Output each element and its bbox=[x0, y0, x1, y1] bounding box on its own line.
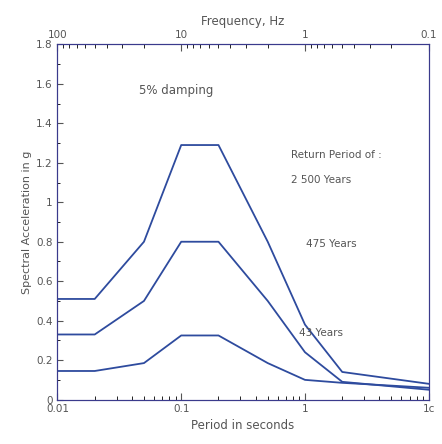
Text: 5% damping: 5% damping bbox=[139, 84, 213, 97]
Text: 2 500 Years: 2 500 Years bbox=[291, 175, 352, 185]
Text: Return Period of :: Return Period of : bbox=[291, 150, 382, 160]
X-axis label: Period in seconds: Period in seconds bbox=[191, 419, 295, 432]
Text: 43 Years: 43 Years bbox=[299, 328, 343, 338]
X-axis label: Frequency, Hz: Frequency, Hz bbox=[202, 16, 285, 28]
Y-axis label: Spectral Acceleration in g: Spectral Acceleration in g bbox=[22, 151, 32, 293]
Text: 475 Years: 475 Years bbox=[306, 239, 357, 249]
